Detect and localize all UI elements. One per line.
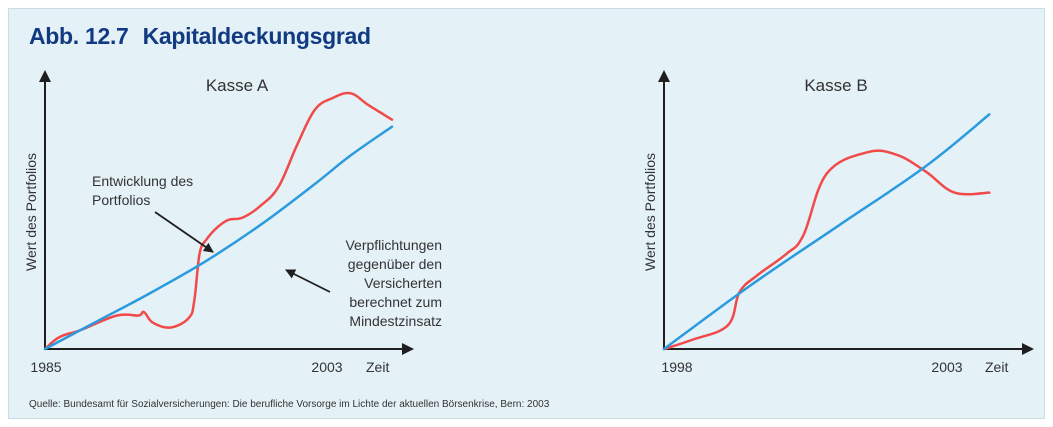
series-portfolio-line	[662, 149, 991, 351]
figure-frame: Abb. 12.7 Kapitaldeckungsgrad Quelle: Bun…	[8, 8, 1045, 419]
chart-kasse-a: Kasse A Wert des Portfolios Zeit 1985 2003 En…	[23, 70, 442, 375]
series-liabilities-line	[43, 125, 394, 351]
chart-kasse-b: Kasse B Wert des Portfolios Zeit 1998 2003	[642, 70, 1034, 375]
x-tick-label: 1998	[661, 359, 692, 375]
chart-title: Kasse B	[804, 76, 867, 95]
chart-title: Kasse A	[206, 76, 269, 95]
x-tick-label: 2003	[931, 359, 962, 375]
x-tick-label: 1985	[30, 359, 61, 375]
annotation-liabilities-text: gegenüber den	[348, 256, 442, 272]
annotation-liabilities-arrow	[285, 269, 331, 293]
x-axis-label: Zeit	[985, 359, 1008, 375]
figure-title: Abb. 12.7 Kapitaldeckungsgrad	[29, 23, 371, 50]
annotation-liabilities-text: berechnet zum	[349, 294, 442, 310]
annotation-liabilities-text: Verpflichtungen	[345, 237, 442, 253]
annotation-portfolio-text: Entwicklung des	[92, 173, 193, 189]
x-tick-label: 2003	[311, 359, 342, 375]
annotation-liabilities-text: Mindestzinsatz	[349, 313, 442, 329]
source-note: Quelle: Bundesamt für Sozialversicherung…	[29, 399, 550, 410]
annotation-portfolio-arrow	[154, 211, 214, 253]
series-portfolio-line	[43, 91, 394, 351]
annotation-portfolio-text: Portfolios	[92, 192, 150, 208]
y-axis-label: Wert des Portfolios	[642, 153, 658, 271]
y-axis-label: Wert des Portfolios	[23, 153, 39, 271]
x-axis-label: Zeit	[366, 359, 389, 375]
figure-title-text: Kapitaldeckungsgrad	[142, 23, 371, 49]
annotation-liabilities-text: Versicherten	[364, 275, 442, 291]
series-liabilities-line	[662, 113, 991, 351]
figure-number: Abb. 12.7	[29, 23, 129, 49]
